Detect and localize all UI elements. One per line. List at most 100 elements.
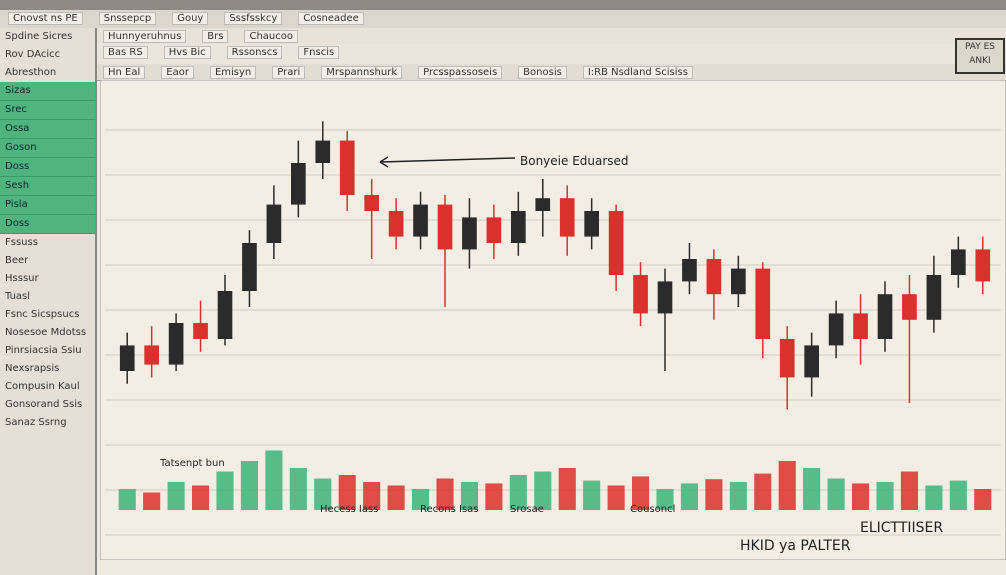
volume-bar — [827, 478, 845, 510]
sidebar-item[interactable]: Tuasl — [5, 291, 31, 302]
toolbar-button[interactable]: Gouy — [172, 12, 209, 25]
toolbar-button[interactable]: Hunnyeruhnus — [103, 30, 187, 43]
toolbar-button[interactable]: Sssfsskcy — [224, 12, 283, 25]
sidebar-item[interactable]: Fssuss — [5, 237, 38, 248]
volume-bar — [632, 476, 650, 510]
candle-body — [266, 204, 282, 243]
candle-body — [853, 313, 868, 339]
toolbar: Cnovst ns PE Snssepcp Gouy Sssfsskcy Cosnead… — [0, 10, 1006, 29]
toolbar-button[interactable]: Hvs Bic — [163, 46, 211, 59]
sidebar-item[interactable]: Srec — [0, 101, 95, 120]
volume-bar — [900, 471, 918, 510]
candle-body — [291, 163, 306, 205]
sidebar-item[interactable]: Spdine Sicres — [5, 31, 73, 42]
sidebar-item[interactable]: Hsssur — [5, 273, 39, 284]
sidebar-item[interactable]: Goson — [0, 139, 95, 158]
volume-bar — [314, 478, 332, 510]
toolbar-button[interactable]: Snssepcp — [98, 12, 157, 25]
chart-frame — [100, 80, 1006, 560]
toolbar-button[interactable]: Fnscis — [298, 46, 340, 59]
title-bar — [0, 0, 1006, 10]
volume-bar — [680, 483, 698, 510]
sidebar-item[interactable]: Sanaz Ssrng — [5, 417, 67, 428]
tab[interactable]: Prari — [272, 66, 306, 79]
candle-body — [388, 211, 404, 237]
toolbar-button[interactable]: Brs — [202, 30, 229, 43]
toolbar-button[interactable]: Cnovst ns PE — [8, 12, 83, 25]
volume-bar — [607, 485, 625, 510]
volume-bar — [949, 480, 967, 510]
candle-body — [584, 211, 599, 237]
volume-bar — [240, 461, 258, 510]
sidebar-item[interactable]: Sizas — [0, 82, 95, 101]
sidebar-item[interactable]: Fsnc Sicspsucs — [5, 309, 80, 320]
tab[interactable]: Bonosis — [518, 66, 567, 79]
sidebar-item[interactable]: Compusin Kaul — [5, 381, 80, 392]
volume-bar — [534, 471, 552, 510]
sidebar-item[interactable]: Doss — [0, 158, 95, 177]
volume-bar — [729, 482, 747, 510]
tab[interactable]: I:RB Nsdland Scisiss — [582, 66, 693, 79]
sidebar-item[interactable]: Doss — [0, 215, 95, 234]
volume-bar — [778, 461, 796, 510]
candle-body — [975, 249, 991, 282]
candle-body — [633, 275, 648, 314]
tab[interactable]: Mrspannshurk — [321, 66, 403, 79]
candle-body — [731, 268, 746, 295]
volume-bar — [509, 475, 527, 510]
candle-body — [486, 217, 502, 243]
toolbar-row: Hunnyeruhnus Brs Chaucoo — [95, 28, 1006, 44]
candle-body — [315, 140, 331, 163]
volume-bar — [705, 479, 723, 510]
candle-body — [119, 345, 135, 371]
candle-body — [608, 211, 624, 275]
tab[interactable]: Eaor — [161, 66, 194, 79]
toolbar-button[interactable]: Rssonscs — [226, 46, 283, 59]
toolbar-button[interactable]: Chaucoo — [244, 30, 298, 43]
annotation: HKID ya PALTER — [740, 538, 851, 554]
tab[interactable]: Prcsspassoseis — [418, 66, 503, 79]
toolbar-button[interactable]: Bas RS — [103, 46, 148, 59]
annotation: Recons Isas — [420, 504, 479, 515]
annotation: Cousoncl — [630, 504, 675, 515]
candle-body — [951, 249, 966, 275]
volume-bar — [754, 473, 772, 510]
annotation: Tatsenpt bun — [159, 458, 225, 469]
volume-bar — [925, 485, 943, 510]
sidebar-item[interactable]: Beer — [5, 255, 29, 266]
annotation: Hecess Iass — [320, 504, 378, 515]
candle-body — [779, 339, 795, 378]
annotation-arrow — [379, 156, 516, 168]
sidebar-item[interactable]: Pisla — [0, 196, 95, 215]
sidebar-item[interactable]: Nosesoe Mdotss — [5, 327, 87, 338]
sidebar-item[interactable]: Pinrsiacsia Ssiu — [5, 345, 82, 356]
sidebar-item[interactable]: Ossa — [0, 120, 95, 139]
sidebar-item[interactable]: Nexsrapsis — [5, 363, 60, 374]
volume-bar — [803, 468, 821, 510]
candle-body — [804, 345, 819, 378]
sidebar-item[interactable]: Rov DAcicc — [5, 49, 61, 60]
badge-text: PAY ES — [964, 42, 996, 52]
volume-bar — [852, 483, 870, 510]
sidebar-item[interactable]: Gonsorand Ssis — [5, 399, 83, 410]
volume-bar — [216, 471, 234, 510]
chart: Bonyeie Eduarsed Tatsenpt bun Hecess Iass R… — [100, 80, 1006, 560]
tab-bar: Hn Eal Eaor Emisyn Prari Mrspannshurk Prcsspa… — [95, 64, 1006, 81]
volume-bar — [558, 468, 576, 510]
sidebar-item[interactable]: Sesh — [0, 177, 95, 196]
candle-body — [168, 323, 184, 365]
volume-bar — [192, 485, 210, 510]
candle-body — [877, 294, 893, 339]
tab[interactable]: Emisyn — [209, 66, 257, 79]
volume-bar — [387, 485, 405, 510]
volume-bar — [876, 482, 894, 510]
candle-body — [657, 281, 673, 314]
volume-bar — [289, 468, 307, 510]
candle-body — [339, 140, 355, 195]
sidebar-item[interactable]: Abresthon — [5, 67, 57, 78]
tab[interactable]: Hn Eal — [103, 66, 146, 79]
volume-bar — [656, 489, 674, 510]
candle-body — [706, 259, 722, 295]
candle-body — [755, 268, 771, 339]
toolbar-button[interactable]: Cosneadee — [298, 12, 364, 25]
